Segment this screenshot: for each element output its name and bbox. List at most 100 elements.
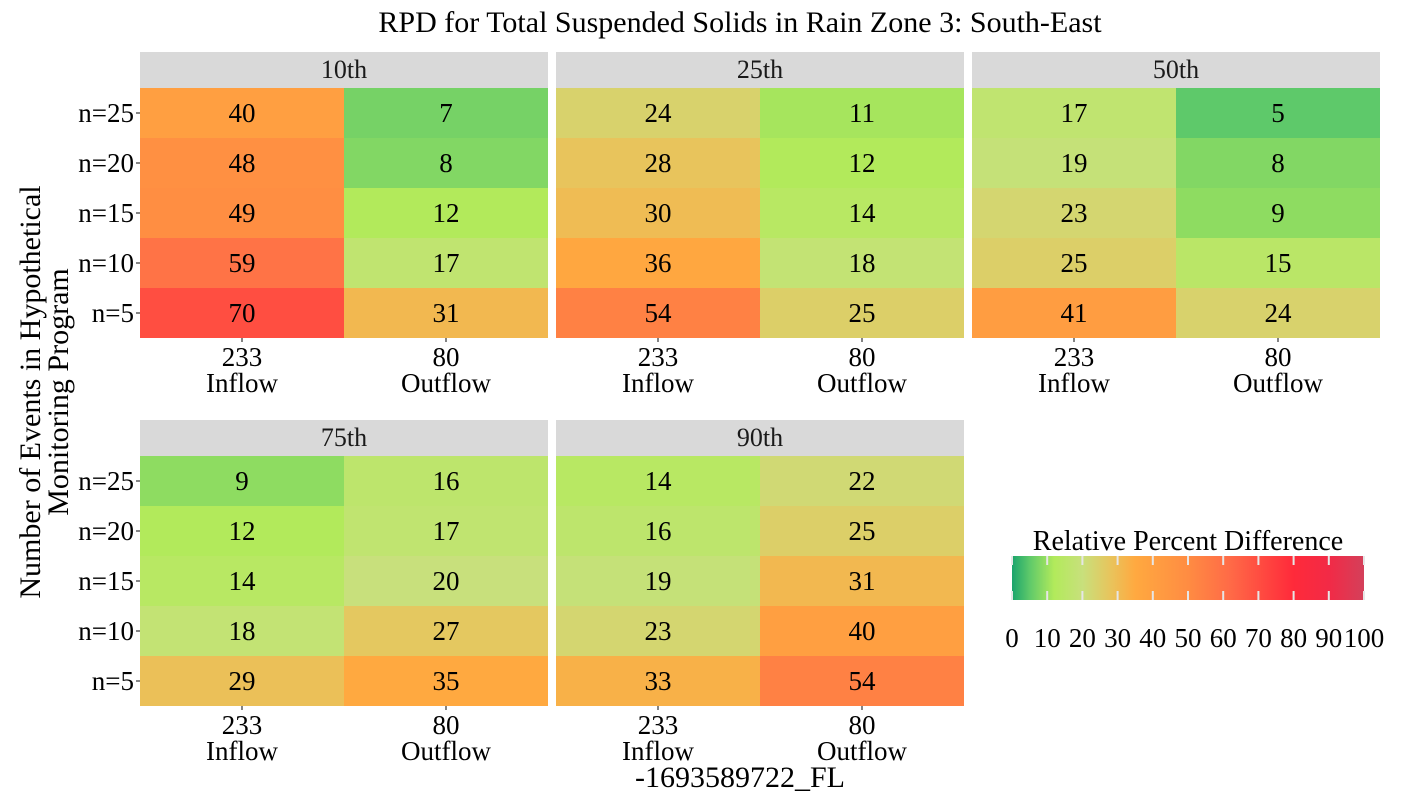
legend-tick-label: 50 [1175,623,1202,653]
heatmap-cell [140,88,344,138]
y-axis-label: Number of Events in Hypothetical Monitor… [14,185,75,598]
cell-value-label: 48 [229,148,256,178]
cell-value-label: 31 [849,566,876,596]
y-tick-label: n=10 [78,616,134,646]
cell-value-label: 70 [229,298,256,328]
heatmap-cell [140,238,344,288]
heatmap-cell [556,238,760,288]
facet-strip [556,52,964,88]
cell-value-label: 16 [645,516,672,546]
x-tick-label: Inflow [622,736,694,766]
x-tick-count: 80 [849,342,876,372]
heatmap-cell [972,138,1176,188]
heatmap-cell [556,656,760,706]
facet-strip-label: 10th [321,55,367,84]
x-tick-count: 233 [1054,342,1095,372]
heatmap-cell [760,556,964,606]
y-tick-label: n=15 [78,566,134,596]
heatmap-cell [140,506,344,556]
facet-panel-75th: 75th 9 16 12 17 14 20 18 27 29 35 n=25 n=20 n=15 n=10 n… [78,420,548,766]
cell-value-label: 17 [1061,98,1088,128]
cell-value-label: 22 [849,466,876,496]
y-axis-label-line-2: Monitoring Program [42,268,75,516]
heatmap-cell [344,138,548,188]
cell-value-label: 14 [645,466,673,496]
legend-tick-label: 0 [1005,623,1019,653]
x-tick-label: Inflow [206,368,278,398]
heatmap-cell [344,656,548,706]
x-tick-count: 80 [849,710,876,740]
cell-value-label: 54 [849,666,877,696]
x-tick-label: Inflow [622,368,694,398]
heatmap-cell [556,606,760,656]
cell-value-label: 12 [229,516,256,546]
cell-value-label: 19 [1061,148,1088,178]
legend-tick-label: 30 [1104,623,1131,653]
legend-tick-label: 70 [1245,623,1272,653]
cell-value-label: 12 [433,198,460,228]
heatmap-cell [760,188,964,238]
cell-value-label: 12 [849,148,876,178]
legend-tick-label: 60 [1210,623,1237,653]
heatmap-cell [556,138,760,188]
cell-value-label: 9 [1271,198,1285,228]
heatmap-cell [1176,88,1380,138]
cell-value-label: 33 [645,666,672,696]
heatmap-cell [140,188,344,238]
y-tick-label: n=5 [92,666,134,696]
cell-value-label: 23 [645,616,672,646]
heatmap-cell [344,506,548,556]
cell-value-label: 9 [235,466,249,496]
x-tick-count: 233 [638,342,679,372]
cell-value-label: 29 [229,666,256,696]
legend-tick-label: 100 [1344,623,1385,653]
x-tick-label: Outflow [817,736,907,766]
facet-strip-label: 25th [737,55,783,84]
heatmap-cell [760,606,964,656]
cell-value-label: 8 [439,148,453,178]
cell-value-label: 15 [1265,248,1292,278]
y-tick-label: n=25 [78,98,134,128]
y-tick-label: n=10 [78,248,134,278]
heatmap-cell [972,188,1176,238]
x-tick-count: 80 [433,710,460,740]
x-tick-label: Outflow [401,736,491,766]
facet-strip-label: 90th [737,423,783,452]
legend-tick-label: 80 [1280,623,1307,653]
cell-value-label: 18 [849,248,876,278]
x-tick-count: 233 [222,342,263,372]
x-tick-label: Inflow [206,736,278,766]
cell-value-label: 36 [645,248,672,278]
x-tick-count: 233 [638,710,679,740]
cell-value-label: 17 [433,248,460,278]
cell-value-label: 40 [849,616,876,646]
y-tick-label: n=25 [78,466,134,496]
heatmap-cell [972,88,1176,138]
chart-title: RPD for Total Suspended Solids in Rain Z… [378,6,1102,39]
heatmap-cell [972,238,1176,288]
legend-tick-label: 10 [1034,623,1061,653]
heatmap-cell [1176,188,1380,238]
x-tick-label: Outflow [817,368,907,398]
y-axis-label-line-1: Number of Events in Hypothetical [14,185,47,598]
cell-value-label: 20 [433,566,460,596]
x-tick-label: Outflow [401,368,491,398]
cell-value-label: 30 [645,198,672,228]
legend-tick-label: 40 [1139,623,1166,653]
heatmap-cell [1176,138,1380,188]
cell-value-label: 41 [1061,298,1088,328]
legend-tick-label: 90 [1315,623,1342,653]
legend-tick-label: 20 [1069,623,1096,653]
cell-value-label: 59 [229,248,256,278]
heatmap-cell [140,138,344,188]
facet-strip [140,52,548,88]
facet-strip-label: 50th [1153,55,1199,84]
cell-value-label: 16 [433,466,460,496]
heatmap-cell [140,606,344,656]
heatmap-cell [760,238,964,288]
cell-value-label: 14 [849,198,877,228]
cell-value-label: 7 [439,98,453,128]
cell-value-label: 25 [849,298,876,328]
